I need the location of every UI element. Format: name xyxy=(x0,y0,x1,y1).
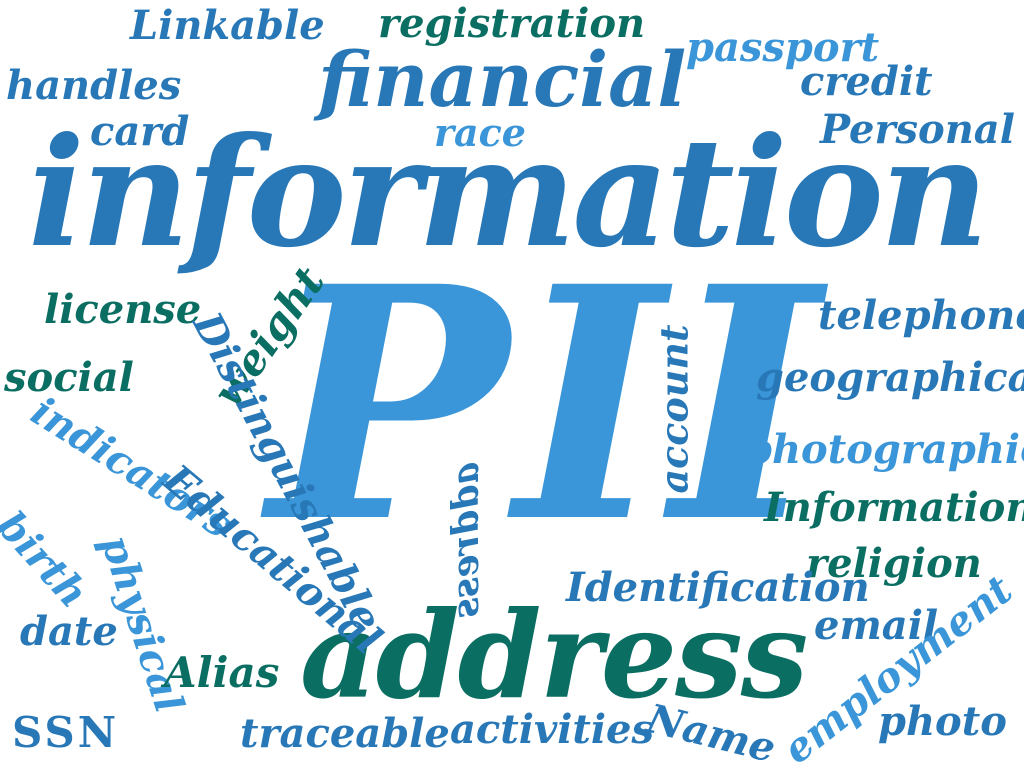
word-photo: photo xyxy=(878,698,1007,745)
word-telephone: telephone xyxy=(818,292,1024,339)
word-religion: religion xyxy=(806,540,982,587)
word-race: race xyxy=(434,110,526,155)
word-traceable: traceable xyxy=(240,710,450,757)
word-passport: passport xyxy=(686,24,880,71)
word-information-small: Information xyxy=(764,484,1024,531)
word-handles: handles xyxy=(6,62,182,109)
word-identification: Identification xyxy=(566,564,870,611)
word-alias: Alias xyxy=(164,648,280,697)
word-ssn: SSN xyxy=(12,708,120,757)
word-license: license xyxy=(44,286,202,333)
word-account: account xyxy=(651,324,697,494)
word-activities: activities xyxy=(450,706,655,753)
word-information: information xyxy=(28,105,989,281)
word-date: date xyxy=(20,608,118,655)
word-birth: birth xyxy=(0,502,98,617)
word-personal: Personal xyxy=(820,106,1015,153)
word-address-large: address xyxy=(300,585,808,726)
word-card: card xyxy=(90,108,190,155)
word-address-small: address xyxy=(445,461,488,619)
word-pii: PII xyxy=(268,218,826,593)
word-financial: financial xyxy=(318,35,687,124)
word-credit: credit xyxy=(800,58,933,105)
word-geographical: geographical xyxy=(756,354,1024,401)
word-email: email xyxy=(814,602,939,649)
word-social: social xyxy=(4,354,134,401)
word-linkable: Linkable xyxy=(130,2,325,49)
word-photographic: photographic xyxy=(744,426,1024,473)
word-registration: registration xyxy=(378,0,646,47)
